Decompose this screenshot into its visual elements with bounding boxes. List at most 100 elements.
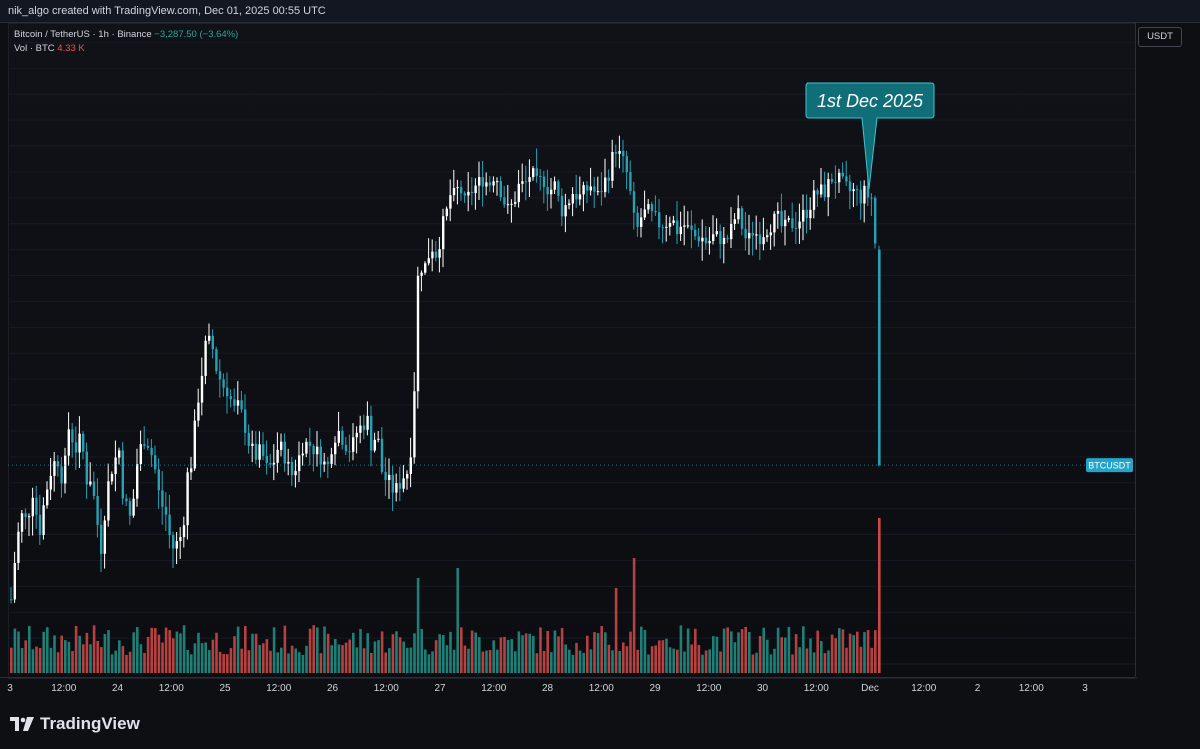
candle-body [600,191,603,193]
volume-bar [38,648,42,673]
volume-bar [377,640,380,673]
price-axis[interactable] [1135,23,1200,677]
volume-bar [470,630,474,673]
candle-body [398,483,402,489]
candle-body [611,152,614,181]
footer: TradingView [0,700,1200,749]
volume-bar [812,652,816,673]
volume-bar [384,652,387,673]
volume-bar [64,640,67,673]
symbol-title[interactable]: Bitcoin / TetherUS · 1h · Binance [14,29,152,40]
volume-bar [352,632,355,673]
volume-bar [359,629,362,673]
volume-bar [366,633,369,673]
candle-body [316,446,319,455]
volume-bar [301,654,305,673]
credit-text: nik_algo created with TradingView.com, D… [8,5,326,17]
volume-bar [737,632,740,673]
volume-bar [568,649,571,673]
candle-body [420,272,423,276]
volume-bar [182,625,186,673]
volume-bar [611,650,614,673]
volume-bar [586,635,589,673]
volume-bar [719,651,722,673]
candle-body [866,185,870,198]
candle-body [744,228,747,239]
volume-bar [510,639,513,673]
volume-bar [499,637,503,673]
candle-body [672,220,675,224]
candle-body [578,194,582,200]
candle-body [517,183,520,203]
volume-bar [672,648,675,673]
volume-label[interactable]: Vol · BTC [14,43,55,54]
volume-bar [571,654,575,673]
volume-bar [42,631,45,673]
volume-bar [107,630,110,673]
candle-body [157,469,160,491]
volume-bar [823,653,827,673]
volume-bar [280,647,283,673]
tradingview-logo[interactable]: TradingView [10,714,140,734]
volume-bar [452,649,456,673]
time-axis[interactable] [0,677,1135,700]
candle-body [809,209,812,219]
time-tick-label: 27 [434,683,446,694]
volume-bar [456,568,459,673]
candle-body [643,209,646,218]
candle-body [470,191,474,194]
candle-body [251,443,254,446]
candle-body [13,562,16,600]
candle-body [305,441,308,454]
volume-bar [614,588,618,673]
volume-bar [154,628,157,673]
volume-bar [650,646,654,673]
volume-bar [553,630,557,673]
candle-body [773,213,776,233]
candle-body [276,449,279,463]
currency-button[interactable]: USDT [1138,27,1182,47]
volume-bar [604,632,607,673]
volume-bar [841,629,845,673]
volume-bar [463,645,467,673]
volume-bar [78,635,81,673]
candle-body [182,525,186,538]
volume-bar [848,633,852,673]
volume-bar [132,632,135,673]
candle-body [17,531,20,563]
tradingview-logo-icon [10,717,34,731]
candle-body [852,189,855,192]
candle-body [334,442,337,455]
volume-bar [762,627,765,673]
top-credit-bar: nik_algo created with TradingView.com, D… [0,0,1200,23]
candle-body [150,447,153,456]
volume-bar [622,642,625,673]
candle-body [200,375,204,403]
candle-body [650,204,654,212]
candle-body [791,218,794,228]
volume-bar [859,646,863,673]
candle-body [798,221,801,229]
volume-bar [773,648,776,673]
candle-body [521,181,524,184]
volume-bar [319,653,323,673]
candle-body [506,204,510,206]
volume-bar [168,630,171,673]
volume-bar [53,635,56,673]
candle-body [154,455,157,470]
volume-bar [305,645,308,673]
volume-bar [110,654,114,673]
date-callout[interactable] [805,82,935,190]
candle-body [481,177,484,187]
volume-bar [262,643,265,673]
candle-body [388,474,391,481]
volume-bar [870,647,873,673]
chart-pane[interactable] [8,23,1137,679]
candle-body [683,225,686,227]
volume-bar [388,648,391,673]
volume-bar [661,640,665,673]
volume-bar [218,651,222,673]
volume-bar [92,625,96,673]
volume-bar [139,644,143,673]
